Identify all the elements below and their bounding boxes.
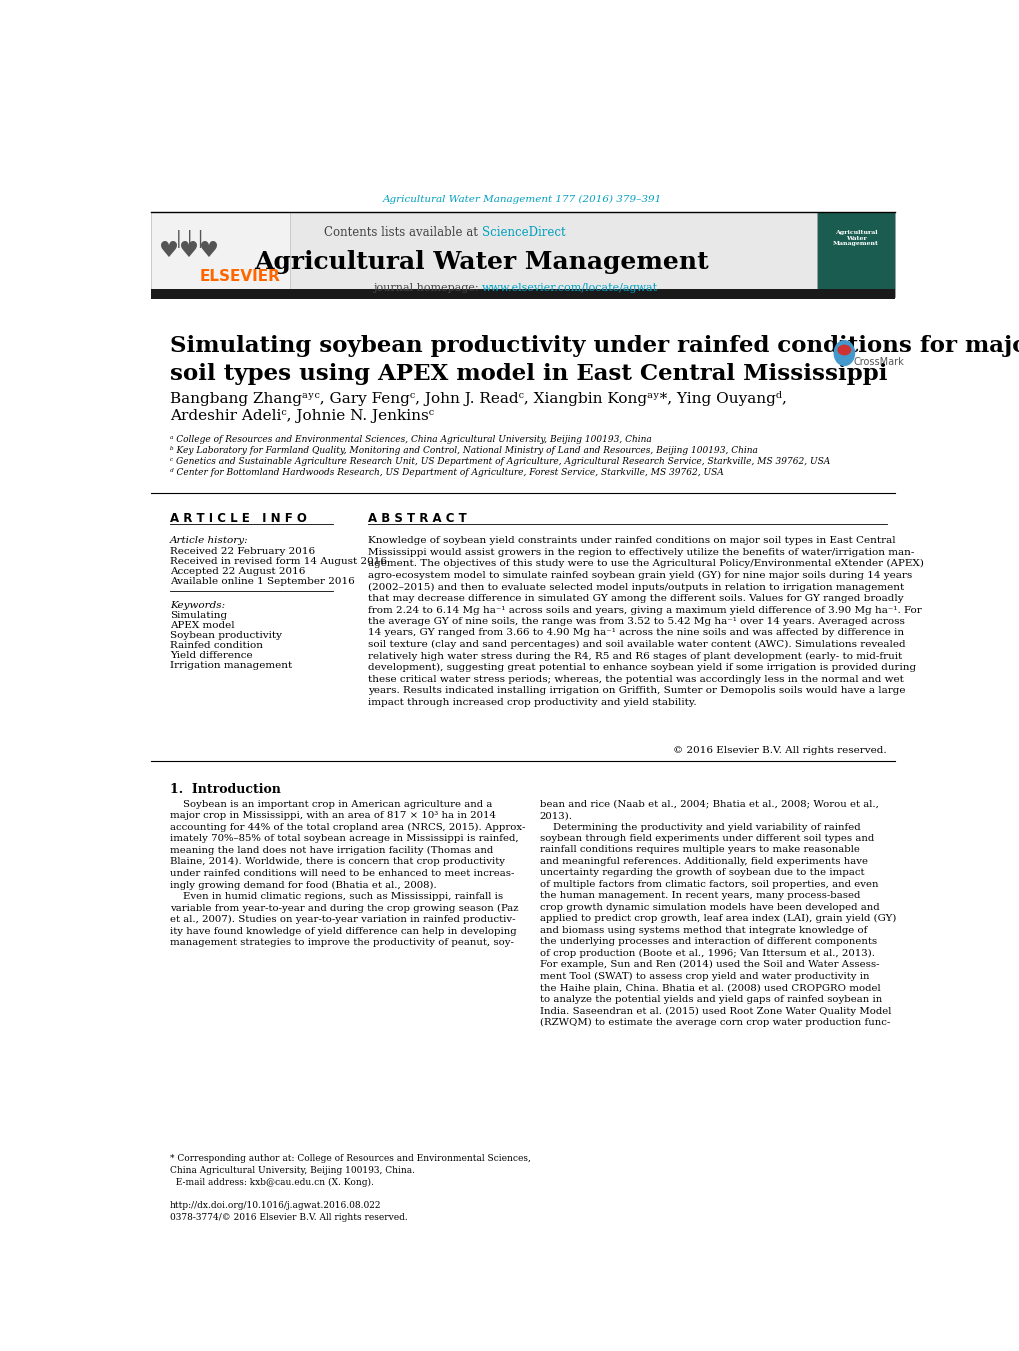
Text: Available online 1 September 2016: Available online 1 September 2016 [170, 577, 355, 586]
Text: Soybean productivity: Soybean productivity [170, 631, 282, 640]
Text: A B S T R A C T: A B S T R A C T [368, 512, 466, 526]
Text: bean and rice (Naab et al., 2004; Bhatia et al., 2008; Worou et al.,
2013).
    : bean and rice (Naab et al., 2004; Bhatia… [539, 800, 896, 1027]
Text: Soybean is an important crop in American agriculture and a
major crop in Mississ: Soybean is an important crop in American… [170, 800, 525, 947]
Text: Simulating soybean productivity under rainfed conditions for major
soil types us: Simulating soybean productivity under ra… [170, 335, 1019, 385]
Text: www.elsevier.com/locate/agwat: www.elsevier.com/locate/agwat [481, 282, 657, 293]
Text: ᶜ Genetics and Sustainable Agriculture Research Unit, US Department of Agricultu: ᶜ Genetics and Sustainable Agriculture R… [170, 457, 829, 466]
Text: Received 22 February 2016: Received 22 February 2016 [170, 547, 315, 557]
Bar [816, 212, 894, 297]
Text: | | |: | | | [175, 230, 203, 249]
Text: ELSEVIER: ELSEVIER [200, 269, 280, 284]
Ellipse shape [833, 340, 854, 366]
Text: A R T I C L E   I N F O: A R T I C L E I N F O [170, 512, 307, 526]
Text: ᵈ Center for Bottomland Hardwoods Research, US Department of Agriculture, Forest: ᵈ Center for Bottomland Hardwoods Resear… [170, 467, 723, 477]
Text: APEX model: APEX model [170, 621, 234, 630]
Text: Ardeshir Adeliᶜ, Johnie N. Jenkinsᶜ: Ardeshir Adeliᶜ, Johnie N. Jenkinsᶜ [170, 408, 434, 423]
Text: Simulating: Simulating [170, 611, 227, 620]
Text: Contents lists available at: Contents lists available at [324, 227, 481, 239]
Text: Agricultural Water Management 177 (2016) 379–391: Agricultural Water Management 177 (2016)… [383, 195, 661, 204]
Bar [151, 212, 290, 297]
Text: © 2016 Elsevier B.V. All rights reserved.: © 2016 Elsevier B.V. All rights reserved… [673, 746, 887, 755]
Text: CrossMark: CrossMark [853, 357, 904, 367]
Text: Knowledge of soybean yield constraints under rainfed conditions on major soil ty: Knowledge of soybean yield constraints u… [368, 536, 923, 707]
Text: ScienceDirect: ScienceDirect [481, 227, 565, 239]
Text: ᵇ Key Laboratory for Farmland Quality, Monitoring and Control, National Ministry: ᵇ Key Laboratory for Farmland Quality, M… [170, 446, 757, 455]
Text: Article history:: Article history: [170, 536, 249, 546]
Text: journal homepage:: journal homepage: [372, 282, 481, 293]
Bar [151, 212, 816, 297]
Text: ♥♥♥: ♥♥♥ [159, 240, 219, 261]
Text: Irrigation management: Irrigation management [170, 661, 292, 670]
Ellipse shape [837, 345, 851, 355]
Bar [151, 289, 894, 299]
Text: ᵃ College of Resources and Environmental Sciences, China Agricultural University: ᵃ College of Resources and Environmental… [170, 435, 651, 444]
Text: Yield difference: Yield difference [170, 651, 253, 661]
Text: Keywords:: Keywords: [170, 601, 225, 611]
Text: Agricultural Water Management: Agricultural Water Management [254, 250, 708, 274]
Text: Accepted 22 August 2016: Accepted 22 August 2016 [170, 567, 306, 576]
Text: * Corresponding author at: College of Resources and Environmental Sciences,
Chin: * Corresponding author at: College of Re… [170, 1154, 531, 1223]
Text: Rainfed condition: Rainfed condition [170, 642, 263, 650]
Text: 1.  Introduction: 1. Introduction [170, 782, 280, 796]
Text: Received in revised form 14 August 2016: Received in revised form 14 August 2016 [170, 557, 387, 566]
Text: Agricultural
Water
Management: Agricultural Water Management [833, 230, 878, 246]
Text: Bangbang Zhangᵃʸᶜ, Gary Fengᶜ, John J. Readᶜ, Xiangbin Kongᵃʸ*, Ying Ouyangᵈ,: Bangbang Zhangᵃʸᶜ, Gary Fengᶜ, John J. R… [170, 390, 787, 405]
